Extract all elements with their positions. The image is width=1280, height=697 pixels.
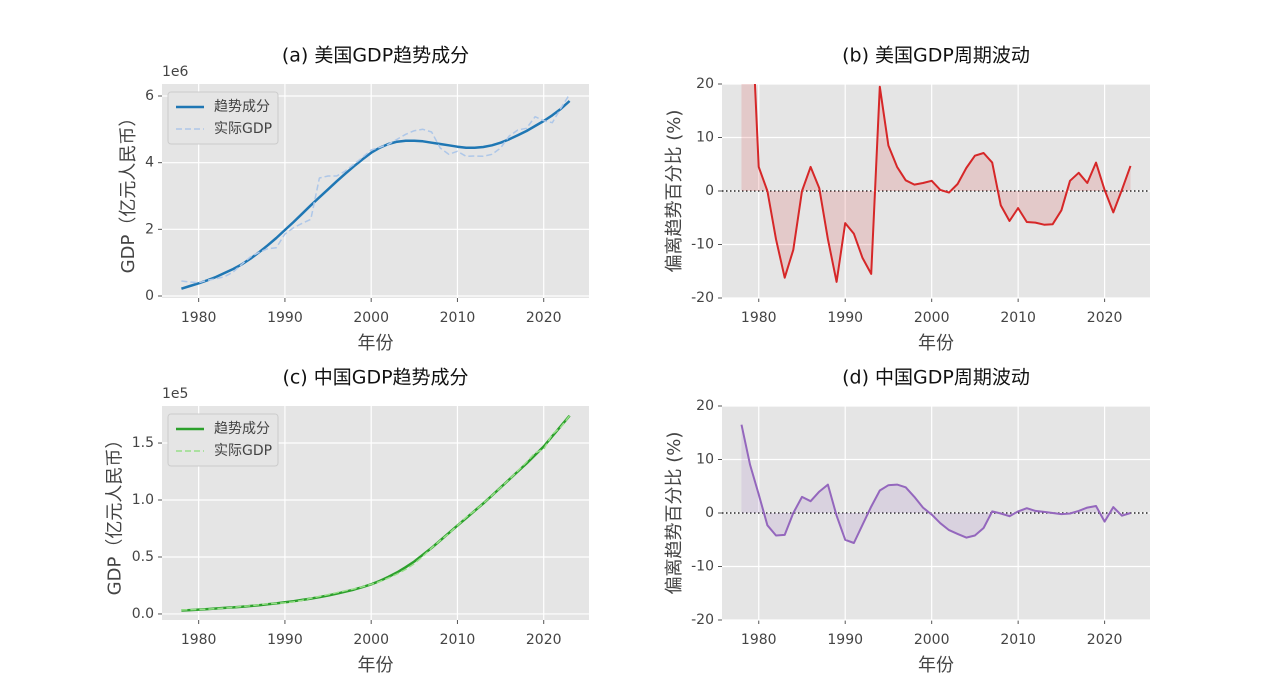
y-tick-label: 10: [696, 452, 714, 468]
area: [741, 84, 1131, 282]
line: [740, 424, 1131, 544]
chart-title: (b) 美国GDP周期波动: [842, 45, 1030, 67]
line: [181, 100, 571, 290]
y-tick-label: 20: [696, 76, 714, 92]
subplot: 1980 1990 2000 2010 2020 -20 -10 0 10 20 (d) 中国GDP…: [664, 367, 1150, 676]
x-tick-label: 2020: [526, 632, 562, 648]
x-tick-label: 2020: [526, 310, 562, 326]
x-axis-label: 年份: [358, 655, 394, 676]
legend-label: 实际GDP: [214, 121, 272, 137]
x-axis-label: 年份: [918, 333, 954, 354]
line: [181, 93, 571, 284]
axis-offset-label: 1e6: [162, 64, 189, 80]
y-tick-label: 0.5: [132, 549, 154, 565]
x-tick-label: 2000: [914, 310, 950, 326]
subplot: 1980 1990 2000 2010 2020 0 2 4 6 1e6 (a) 美国GDP趋势成分…: [118, 45, 589, 354]
axis-offset-label: 1e5: [162, 386, 188, 402]
x-tick-label: 1980: [181, 310, 217, 326]
y-tick-label: 10: [696, 130, 714, 146]
x-tick-label: 1990: [827, 632, 863, 648]
x-tick-label: 2010: [1000, 632, 1036, 648]
area: [741, 424, 1131, 543]
x-tick-label: 2020: [1087, 310, 1123, 326]
y-tick-label: 4: [145, 155, 154, 171]
chart-title: (d) 中国GDP周期波动: [842, 367, 1030, 389]
subplot: 1980 1990 2000 2010 2020 0.0 0.5 1.0 1.5 1e5 (c) 中…: [105, 367, 589, 676]
y-tick-label: -20: [691, 290, 714, 306]
y-tick-label: -10: [691, 559, 714, 575]
y-tick-label: 2: [145, 221, 154, 237]
y-tick-label: 0.0: [132, 606, 154, 622]
x-tick-label: 1990: [267, 632, 303, 648]
x-tick-label: 1980: [181, 632, 217, 648]
y-tick-label: 0: [705, 183, 714, 199]
chart-title: (c) 中国GDP趋势成分: [282, 367, 468, 389]
x-tick-label: 1990: [267, 310, 303, 326]
y-tick-label: 1.0: [132, 492, 154, 508]
x-tick-label: 2010: [1000, 310, 1036, 326]
y-axis-label: GDP（亿元人民币）: [105, 431, 126, 596]
plot-area: [181, 414, 571, 612]
plot-area: [181, 93, 571, 290]
y-tick-label: 20: [696, 398, 714, 414]
x-axis-label: 年份: [918, 655, 954, 676]
x-tick-label: 1980: [741, 632, 777, 648]
y-tick-label: -10: [691, 237, 714, 253]
x-tick-label: 2020: [1087, 632, 1123, 648]
plot-area: [722, 84, 1150, 283]
chart-title: (a) 美国GDP趋势成分: [282, 45, 469, 67]
x-tick-label: 2000: [914, 632, 950, 648]
legend-box: [167, 413, 279, 467]
x-tick-label: 2010: [440, 310, 476, 326]
legend-label: 趋势成分: [214, 421, 270, 437]
y-tick-label: 1.5: [132, 435, 154, 451]
legend-box: [167, 91, 279, 145]
line: [181, 415, 571, 611]
y-axis-label: 偏离趋势百分比 (%): [664, 432, 685, 595]
x-tick-label: 1980: [741, 310, 777, 326]
x-tick-label: 2000: [353, 310, 389, 326]
legend-label: 实际GDP: [214, 443, 272, 459]
y-tick-label: -20: [691, 612, 714, 628]
y-tick-label: 0: [705, 505, 714, 521]
x-tick-label: 1990: [827, 310, 863, 326]
legend-label: 趋势成分: [214, 99, 270, 115]
plot-area: [722, 424, 1150, 544]
x-axis-label: 年份: [358, 333, 394, 354]
y-axis-label: GDP（亿元人民币）: [118, 109, 139, 274]
x-tick-label: 2010: [440, 632, 476, 648]
y-axis-label: 偏离趋势百分比 (%): [664, 110, 685, 273]
subplot: 1980 1990 2000 2010 2020 -20 -10 0 10 20 (b) 美国GDP…: [664, 45, 1150, 354]
x-tick-label: 2000: [353, 632, 389, 648]
y-tick-label: 6: [145, 88, 154, 104]
y-tick-label: 0: [145, 288, 154, 304]
line: [753, 84, 1132, 283]
